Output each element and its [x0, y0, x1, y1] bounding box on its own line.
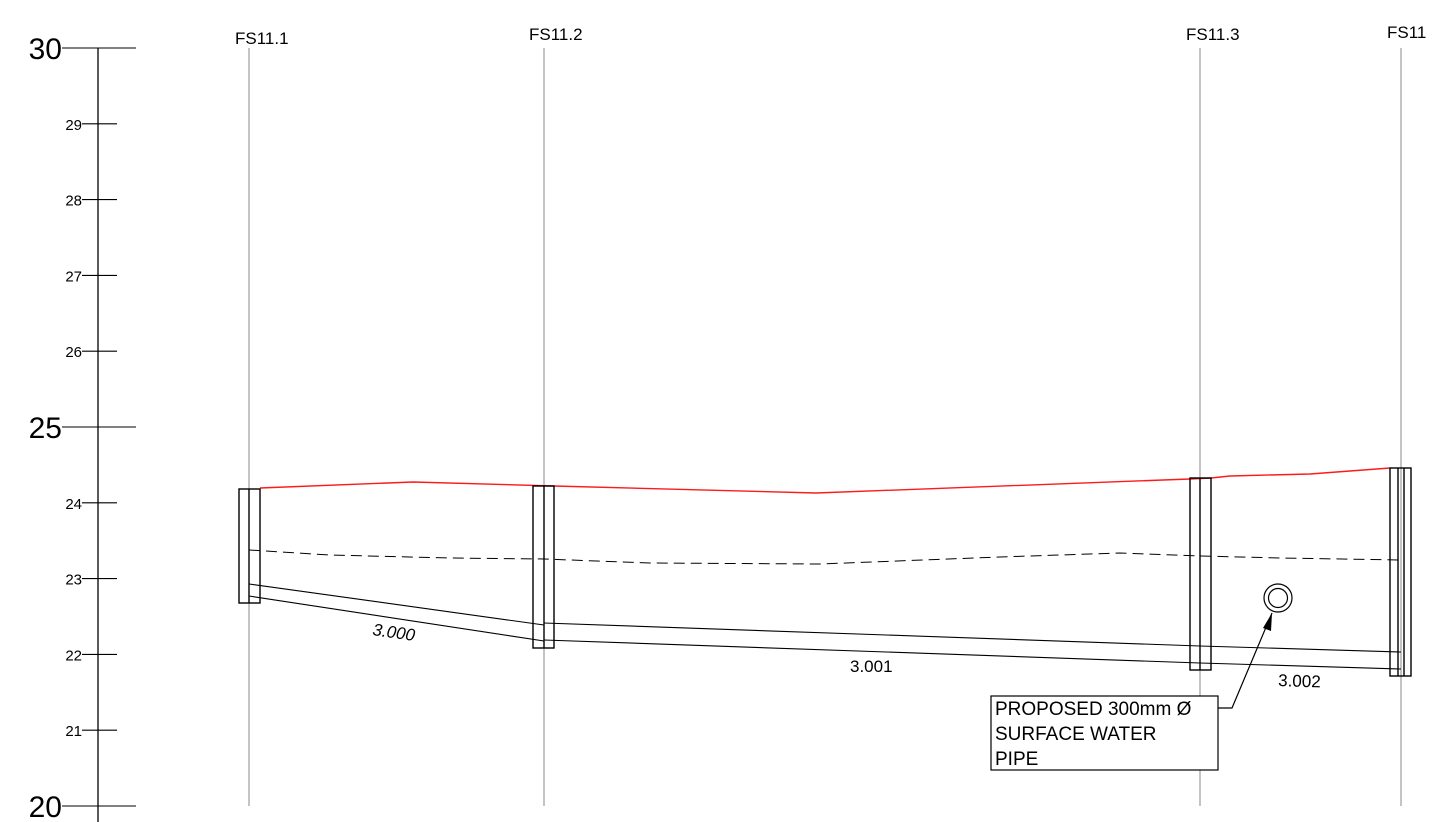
tick-label: 28: [65, 193, 82, 210]
station-label-fs11: FS11: [1387, 23, 1426, 42]
existing-ground-line: [259, 467, 1391, 494]
pipe-3-000-top: [248, 583, 545, 626]
pipe-label-3-000: 3.000: [371, 620, 416, 645]
tick-label: 30: [29, 33, 62, 66]
manhole-fs11-2: [532, 485, 555, 649]
pipe-runs: [248, 583, 1402, 670]
leader-arrowhead-icon: [1263, 613, 1272, 631]
manhole-fs11-1: [238, 488, 261, 604]
pipe-note: PROPOSED 300mm Ø SURFACE WATER PIPE: [990, 695, 1219, 771]
pipe-label-3-002: 3.002: [1278, 671, 1321, 691]
pipe-3-000-bottom: [248, 595, 545, 642]
manholes: [238, 467, 1412, 677]
tick-label: 24: [65, 496, 82, 513]
tick-label: 26: [65, 344, 82, 361]
station-label-fs11-2: FS11.2: [529, 25, 583, 44]
pipe-3-001-bottom: [543, 639, 1201, 664]
elevation-axis: 30 29 28 27 26 25 24 23 22 21 20: [29, 33, 136, 822]
pipe-note-box: [990, 695, 1219, 771]
station-label-fs11-3: FS11.3: [1186, 25, 1240, 44]
pipe-3-002-bottom: [1199, 662, 1402, 670]
tick-label: 25: [29, 412, 62, 445]
proposed-level-dashed-line: [248, 549, 1402, 565]
stations: FS11.1 FS11.2 FS11.3 FS11: [235, 23, 1426, 806]
note-leader: [1218, 612, 1273, 709]
pipe-note-line-2: SURFACE WATER: [995, 724, 1157, 745]
pipe-label-3-001: 3.001: [850, 657, 893, 676]
pipe-note-line-3: PIPE: [995, 749, 1038, 770]
pipe-section-symbol-icon: [1263, 583, 1293, 613]
pipe-3-002-top: [1199, 645, 1402, 653]
axis-ticks: 30 29 28 27 26 25 24 23 22 21 20: [29, 33, 136, 822]
tick-label: 23: [65, 572, 82, 589]
pipe-note-line-1: PROPOSED 300mm Ø: [995, 699, 1192, 720]
tick-label: 20: [29, 791, 62, 822]
manhole-fs11: [1389, 467, 1412, 677]
tick-label: 27: [65, 268, 82, 285]
tick-label: 29: [65, 117, 82, 134]
station-label-fs11-1: FS11.1: [235, 29, 289, 48]
manhole-fs11-3: [1189, 477, 1212, 671]
tick-label: 21: [65, 723, 82, 740]
pipe-3-001-top: [543, 622, 1201, 647]
tick-label: 22: [65, 647, 82, 664]
